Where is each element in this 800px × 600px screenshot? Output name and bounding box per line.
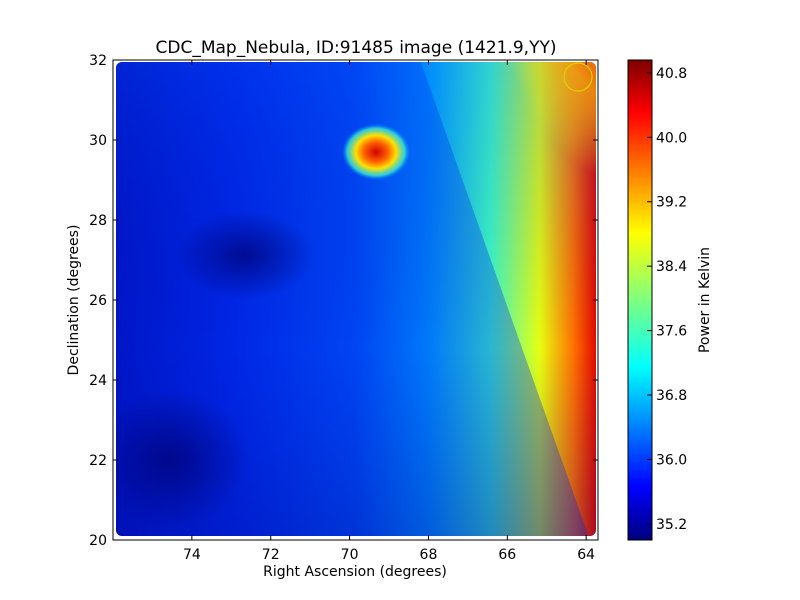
y-tick-label: 24: [89, 373, 107, 389]
x-tick-label: 72: [262, 547, 280, 563]
y-tick-label: 20: [89, 533, 107, 549]
y-tick-label: 32: [89, 53, 107, 69]
colorbar: 35.2 36.0 36.8 37.6 38.4 39.2 40.0 40.8 Power i…: [627, 59, 713, 541]
colorbar-tick-label: 36.0: [656, 452, 687, 468]
x-tick-label: 68: [420, 547, 438, 563]
colorbar-tick-label: 35.2: [656, 517, 687, 533]
colorbar-tick-label: 37.6: [656, 324, 687, 340]
y-axis-ticks: 20 22 24 26 28 30 32: [89, 53, 598, 549]
heatmap-image: [116, 62, 596, 536]
x-axis-ticks: 74 72 70 68 66 64: [183, 60, 595, 563]
chart-title: CDC_Map_Nebula, ID:91485 image (1421.9,Y…: [156, 38, 557, 58]
heatmap-hotspot: [342, 124, 410, 180]
x-tick-label: 66: [498, 547, 516, 563]
y-tick-label: 26: [89, 293, 107, 309]
x-tick-label: 74: [183, 547, 201, 563]
colorbar-ticks: 35.2 36.0 36.8 37.6 38.4 39.2 40.0 40.8: [647, 66, 687, 533]
x-axis-label: Right Ascension (degrees): [263, 564, 447, 580]
y-tick-label: 30: [89, 133, 107, 149]
colorbar-gradient: [627, 59, 653, 541]
colorbar-tick-label: 40.0: [656, 130, 687, 146]
colorbar-tick-label: 39.2: [656, 195, 687, 211]
colorbar-tick-label: 38.4: [656, 259, 687, 275]
heatmap-hot-corner: [480, 62, 596, 210]
x-tick-label: 70: [341, 547, 359, 563]
colorbar-tick-label: 36.8: [656, 388, 687, 404]
marker-circle: [563, 62, 593, 92]
heatmap-dark-region-1: [175, 210, 315, 300]
colorbar-label: Power in Kelvin: [697, 247, 713, 353]
heatmap-dark-region-2: [116, 390, 250, 530]
y-axis-label: Declination (degrees): [66, 225, 82, 376]
x-tick-label: 64: [577, 547, 595, 563]
y-tick-label: 22: [89, 453, 107, 469]
y-tick-label: 28: [89, 213, 107, 229]
colorbar-tick-label: 40.8: [656, 66, 687, 82]
